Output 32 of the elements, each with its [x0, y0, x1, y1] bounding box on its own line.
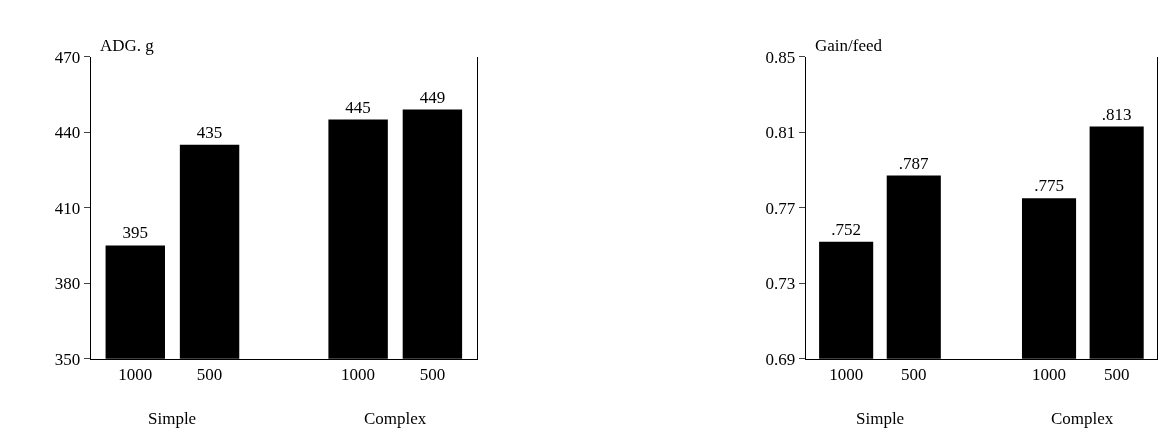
y-tick-label: 470 — [54, 47, 81, 67]
y-tick-label: 380 — [54, 274, 81, 294]
text: Complex — [1051, 409, 1114, 428]
text: Simple — [856, 409, 905, 428]
y-tick-label: 0.77 — [765, 198, 796, 218]
data-label: .752 — [831, 219, 862, 239]
data-label: .775 — [1034, 176, 1064, 196]
data-label: 445 — [345, 97, 371, 117]
data-label: 435 — [196, 122, 223, 142]
x-tick-label: 500 — [196, 365, 223, 385]
data-label: .813 — [1101, 104, 1132, 124]
x-tick-label: 1000 — [1032, 365, 1067, 385]
x-tick-label: 1000 — [118, 365, 153, 385]
data-label: 395 — [122, 223, 149, 243]
y-tick-label: 410 — [54, 198, 81, 218]
x-tick-label: 1000 — [829, 365, 864, 385]
y-axis-title: Gain/feed — [815, 36, 883, 55]
x-tick-label: 1000 — [341, 365, 376, 385]
y-tick-label: 0.73 — [765, 274, 796, 294]
text: Simple — [148, 409, 197, 428]
y-tick-label: 440 — [54, 123, 81, 143]
x-tick-label: 500 — [901, 365, 927, 385]
y-tick-label: 0.81 — [765, 123, 796, 143]
x-tick-label: 500 — [419, 365, 446, 385]
data-label: 449 — [419, 87, 446, 107]
x-tick-label: 500 — [1103, 365, 1130, 385]
data-label: .787 — [898, 153, 929, 173]
y-tick-label: 350 — [54, 349, 81, 369]
y-axis-title: ADG. g — [100, 36, 155, 55]
y-tick-label: 0.69 — [765, 349, 796, 369]
text: Complex — [364, 409, 427, 428]
y-tick-label: 0.85 — [765, 47, 796, 67]
